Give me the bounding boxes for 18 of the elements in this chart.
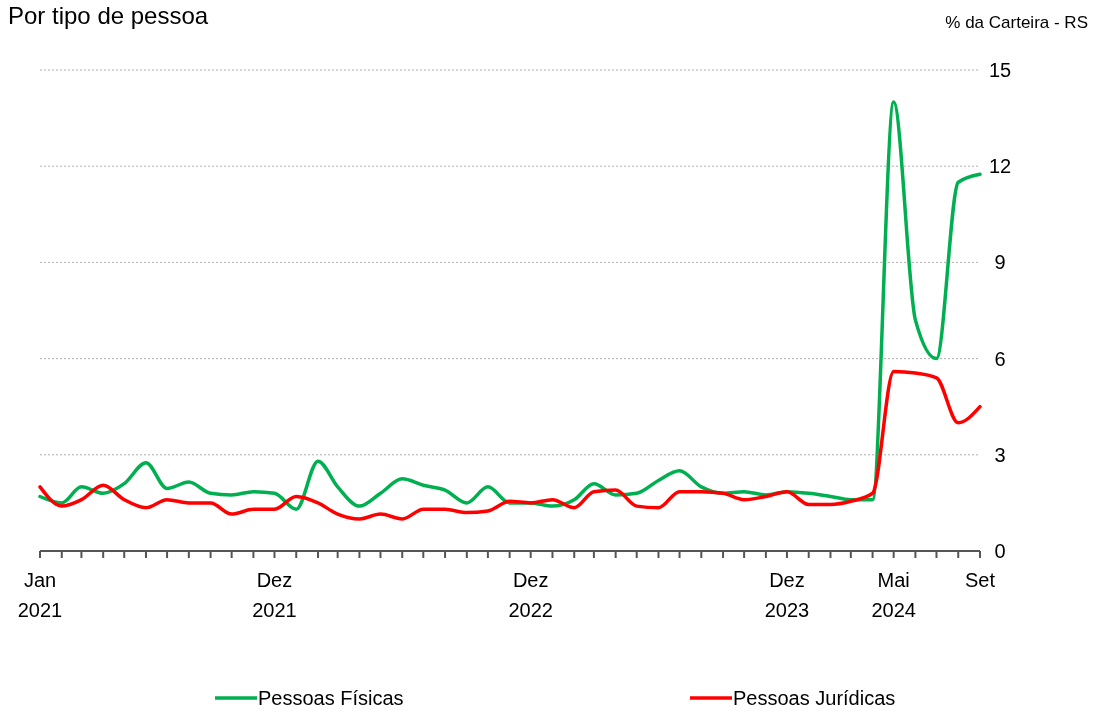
x-tick-label: Dez 2022 bbox=[508, 569, 553, 621]
y-tick-label: 9 bbox=[994, 251, 1006, 274]
legend-label: Pessoas Jurídicas bbox=[733, 687, 896, 709]
y-tick-label: 0 bbox=[994, 540, 1006, 562]
legend-label: Pessoas Físicas bbox=[258, 687, 404, 709]
x-tick-label: Dez 2023 bbox=[764, 569, 810, 621]
y-tick-label: 3 bbox=[994, 443, 1006, 466]
chart-title: Por tipo de pessoa bbox=[8, 2, 209, 29]
x-tick-label: Set bbox=[964, 569, 996, 591]
line-series bbox=[38, 369, 982, 521]
x-tick-label: Dez 2021 bbox=[252, 569, 297, 621]
x-tick-label: Jan 2021 bbox=[17, 569, 63, 621]
y-tick-label: 15 bbox=[988, 59, 1012, 81]
x-tick-label: Mai 2024 bbox=[871, 569, 916, 621]
line-series bbox=[38, 100, 982, 512]
y-axis-title: % da Carteira - RS bbox=[945, 13, 1088, 32]
y-tick-label: 12 bbox=[988, 155, 1012, 178]
y-tick-label: 6 bbox=[994, 347, 1006, 370]
